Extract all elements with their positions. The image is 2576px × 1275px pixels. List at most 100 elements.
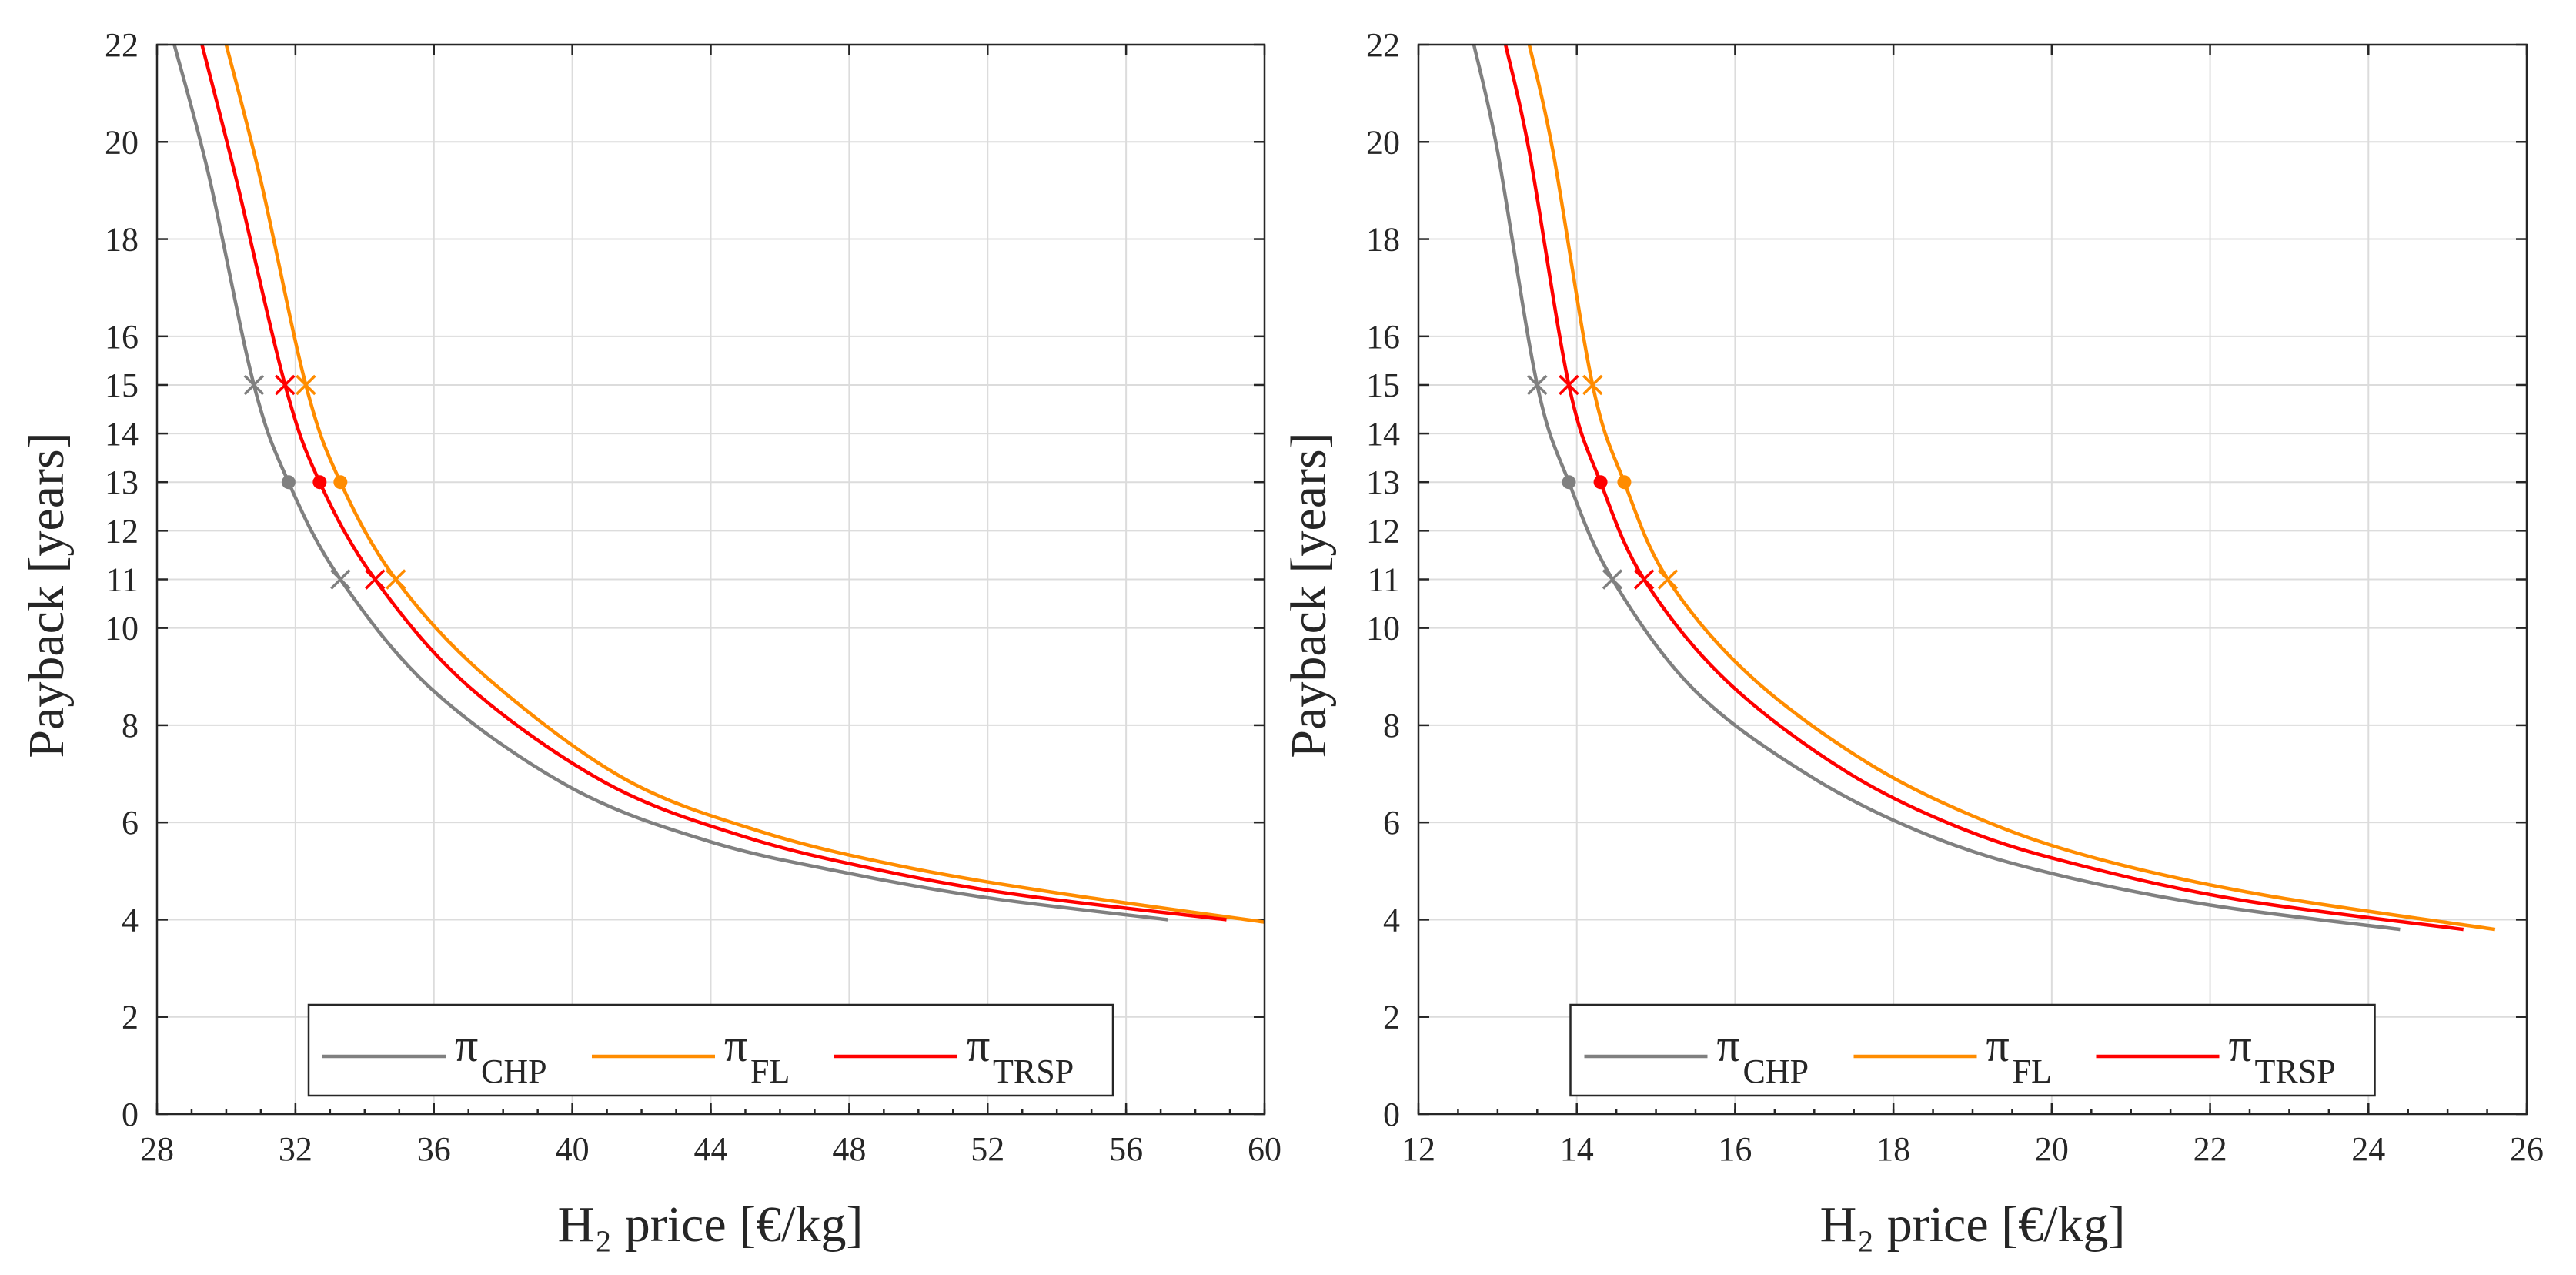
x-tick-label: 48 [832,1130,866,1168]
x-marker [243,374,265,396]
x-marker [296,374,316,396]
x-axis-label: H₂ price [€/kg] [558,1196,864,1253]
x-tick-label: 24 [2351,1130,2385,1168]
x-tick-label: 22 [2193,1130,2227,1168]
x-marker [386,569,406,590]
x-marker [1633,569,1655,590]
x-marker [1657,569,1679,590]
x-marker [1582,374,1603,396]
y-tick-label: 13 [105,463,139,501]
y-tick-label: 0 [122,1096,139,1133]
dot-marker [312,475,327,490]
legend-symbol: π [1717,1020,1740,1071]
y-tick-label: 16 [105,318,139,356]
y-tick-label: 11 [1368,561,1400,599]
y-tick-label: 2 [122,999,139,1036]
y-tick-label: 2 [1383,999,1400,1036]
x-tick-label: 56 [1109,1130,1143,1168]
y-tick-label: 15 [1366,366,1400,404]
x-tick-label: 36 [417,1130,451,1168]
x-marker [365,569,386,590]
legend-box [1569,1003,2376,1097]
y-tick-label: 4 [1383,901,1400,939]
y-tick-label: 18 [105,221,139,259]
dot-marker [1617,475,1632,490]
x-tick-label: 14 [1560,1130,1594,1168]
y-tick-label: 12 [1366,512,1400,550]
plot-area: 28 32 36 40 44 48 52 56 60 0 2 4 6 8 10 11 12 13 14 15 16 18 2… [105,26,1281,1168]
x-marker [1602,569,1623,590]
series-line-πCHP [1472,45,2401,932]
y-tick-label: 15 [105,366,139,404]
legend-box [307,1003,1114,1097]
plot-area: 12 14 16 18 20 22 24 26024681011121314151618202… [1366,26,2544,1168]
x-marker [1559,374,1579,396]
y-tick-label: 8 [122,707,139,745]
legend-subscript: TRSP [993,1052,1074,1090]
legend-symbol: π [455,1020,478,1071]
markers [243,374,406,590]
x-tick-label: 28 [140,1130,174,1168]
axes-frame [1417,43,2528,1116]
legend-subscript: TRSP [2255,1052,2336,1090]
y-tick-label: 18 [1366,221,1400,259]
y-tick-label: 22 [1366,26,1400,64]
y-tick-label: 14 [105,415,139,453]
y-tick-label: 11 [106,561,139,599]
y-tick-label: 12 [105,512,139,550]
series-line-πCHP [172,45,1168,922]
x-tick-label: 40 [556,1130,590,1168]
x-tick-label: 44 [694,1130,728,1168]
markers [1527,374,1679,590]
x-tick-label: 26 [2510,1130,2544,1168]
series-line-πTRSP [1503,45,2464,932]
x-tick-label: 32 [279,1130,312,1168]
legend-subscript: CHP [481,1052,547,1090]
dot-marker [281,475,296,490]
x-tick-label: 52 [971,1130,1004,1168]
legend-symbol: π [724,1020,747,1071]
legend-subscript: FL [750,1052,790,1090]
y-tick-label: 10 [105,610,139,648]
y-tick-label: 22 [105,26,139,64]
y-tick-label: 14 [1366,415,1400,453]
y-tick-label: 10 [1366,610,1400,648]
y-tick-label: 0 [1383,1096,1400,1133]
legend-symbol: π [1986,1020,2010,1071]
y-tick-label: 6 [122,804,139,842]
right-panel: 12 14 16 18 20 22 24 26024681011121314151618202… [1281,26,2544,1253]
y-axis-label: Payback [years] [1281,432,1337,758]
y-axis-label: Payback [years] [18,432,75,758]
y-tick-label: 20 [105,123,139,161]
x-marker [275,374,296,396]
dot-marker [333,475,348,490]
x-tick-label: 60 [1248,1130,1281,1168]
x-tick-label: 16 [1718,1130,1752,1168]
y-tick-label: 20 [1366,123,1400,161]
x-axis-label: H₂ price [€/kg] [1820,1196,2126,1253]
series-line-πFL [224,45,1265,924]
y-tick-label: 8 [1383,707,1400,745]
y-tick-label: 16 [1366,318,1400,356]
dot-marker [1593,475,1608,490]
legend-subscript: CHP [1743,1052,1809,1090]
series-group [1472,45,2496,932]
x-marker [330,569,351,590]
left-panel: 28 32 36 40 44 48 52 56 60 0 2 4 6 8 10 11 12 13 14 15 16 18 2… [18,26,1281,1253]
x-tick-label: 12 [1402,1130,1435,1168]
tick-marks [1417,43,2528,1116]
x-tick-label: 18 [1876,1130,1910,1168]
series-group [172,45,1265,924]
x-tick-label: 20 [2035,1130,2069,1168]
x-marker [1527,374,1548,396]
legend-symbol: π [2229,1020,2252,1071]
y-tick-label: 6 [1383,804,1400,842]
series-line-πTRSP [200,45,1227,922]
axes-frame [155,43,1266,1116]
y-tick-label: 13 [1366,463,1400,501]
grid [156,44,1265,1115]
